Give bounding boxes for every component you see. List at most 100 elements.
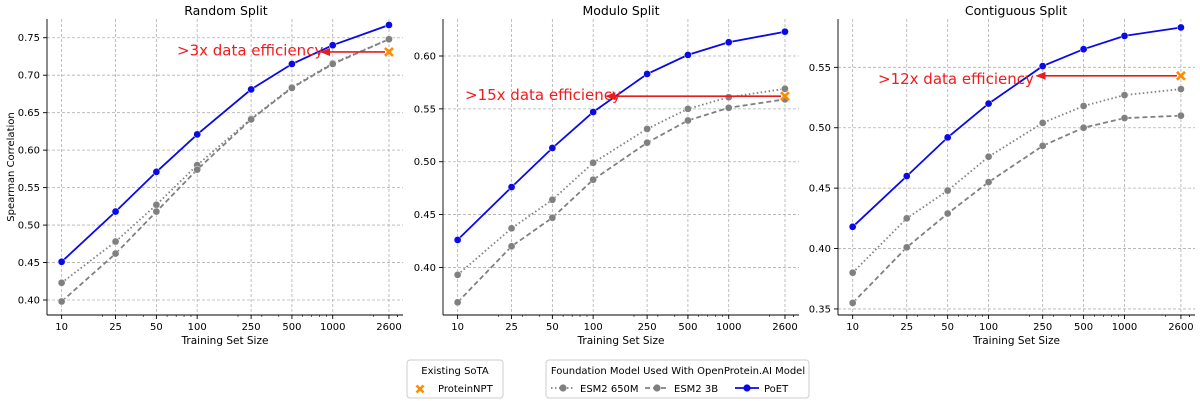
data-point-esm650m [684, 105, 692, 113]
legend-poet-marker [743, 384, 751, 392]
x-tick-label: 250 [1033, 322, 1052, 333]
legend-esm650m-label: ESM2 650M [580, 384, 639, 395]
data-point-esm3b [453, 298, 462, 307]
x-tick-label: 50 [941, 322, 954, 333]
data-point-poet [724, 38, 733, 47]
data-point-esm650m [902, 214, 911, 223]
data-point-esm650m [111, 237, 120, 246]
series-line-esm650m [457, 87, 786, 276]
data-point-esm3b [1038, 142, 1047, 150]
legend-sota-marker [415, 384, 425, 394]
data-point-esm650m [453, 270, 462, 279]
data-point-esm3b [507, 242, 516, 251]
chart-title: Modulo Split [582, 3, 659, 18]
y-tick-label: 0.55 [18, 183, 40, 194]
data-point-poet [193, 130, 202, 139]
chart-title: Contiguous Split [965, 3, 1067, 18]
data-point-esm650m [781, 84, 789, 93]
x-tick-label: 100 [188, 322, 207, 333]
y-tick-label: 0.65 [18, 108, 40, 119]
x-tick-label: 1000 [1112, 322, 1137, 333]
data-point-poet [1120, 32, 1129, 40]
sota-marker-stroke [384, 47, 394, 57]
x-tick-label: 50 [546, 322, 559, 333]
data-point-poet [589, 108, 598, 116]
y-tick-label: 0.40 [414, 263, 436, 274]
x-tick-label: 100 [979, 322, 998, 333]
data-point-esm650m [643, 125, 651, 133]
x-tick-label: 500 [282, 322, 301, 333]
data-point-poet [943, 133, 952, 142]
legend-sota-entry: ProteinNPT [438, 384, 494, 395]
x-tick-label: 250 [242, 322, 261, 333]
x-tick-label: 10 [451, 322, 464, 333]
data-point-esm650m [57, 278, 66, 287]
legend-esm3b-label: ESM2 3B [674, 384, 718, 395]
y-tick-label: 0.50 [809, 123, 831, 134]
panel-contiguous-split: 10 25 50 100 250 500 1000 2600 0.35 0.40 0.45 0.50 0… [809, 3, 1195, 347]
series-line-esm650m [852, 88, 1181, 274]
chart-title: Random Split [184, 3, 268, 18]
data-point-poet [57, 257, 66, 266]
panel-random-split: 10 25 50 100 250 500 1000 2600 0.40 0.45 0.50 0.55 0… [6, 3, 403, 347]
series-line-poet [456, 30, 786, 241]
legend-esm650m-marker [559, 384, 567, 392]
y-tick-label: 0.55 [809, 63, 831, 74]
data-point-esm650m [1177, 85, 1185, 93]
data-point-esm650m [1038, 119, 1047, 127]
legend-esm3b-marker [653, 384, 661, 392]
data-point-esm3b [1079, 123, 1088, 132]
data-point-esm650m [1079, 102, 1088, 110]
data-point-esm3b [385, 35, 393, 44]
x-tick-label: 250 [638, 322, 657, 333]
x-axis-label: Training Set Size [577, 335, 665, 347]
series-line-esm3b [456, 98, 786, 303]
panel-modulo-split: 10 25 50 100 250 500 1000 2600 0.40 0.45 0.50 0.55 0… [414, 3, 799, 347]
data-point-poet [684, 51, 692, 59]
data-point-poet [453, 236, 462, 244]
y-tick-label: 0.60 [414, 52, 436, 63]
data-point-poet [1079, 45, 1088, 54]
data-point-esm3b [984, 178, 993, 186]
legend-sota-frame [406, 359, 504, 399]
data-point-esm650m [152, 200, 161, 209]
data-point-poet [385, 21, 393, 29]
data-point-esm3b [328, 60, 337, 68]
y-tick-label: 0.50 [18, 221, 40, 232]
data-point-esm3b [943, 209, 952, 218]
data-point-esm3b [1120, 114, 1129, 122]
efficiency-annotation: >15x data efficiency [465, 86, 621, 104]
data-point-poet [288, 60, 296, 68]
data-point-poet [984, 99, 993, 108]
y-tick-label: 0.55 [414, 104, 436, 115]
sota-marker [384, 47, 394, 57]
data-point-esm650m [724, 93, 733, 102]
y-tick-label: 0.35 [809, 304, 831, 315]
y-axis-label: Spearman Correlation [6, 112, 17, 221]
x-tick-label: 10 [55, 322, 68, 333]
data-point-esm3b [288, 84, 296, 92]
data-point-poet [902, 172, 911, 180]
x-tick-label: 25 [505, 322, 518, 333]
legend-models-title: Foundation Model Used With OpenProtein.A… [551, 366, 805, 377]
data-point-esm3b [1177, 111, 1185, 120]
data-point-poet [1038, 62, 1047, 70]
data-point-poet [848, 222, 857, 231]
series-line-esm650m [61, 38, 390, 284]
x-axis-label: Training Set Size [972, 335, 1060, 347]
y-tick-label: 0.45 [809, 184, 831, 195]
data-point-poet [152, 168, 161, 176]
y-tick-label: 0.45 [414, 210, 436, 221]
data-point-poet [328, 41, 337, 50]
x-tick-label: 25 [109, 322, 122, 333]
data-point-poet [1177, 23, 1185, 32]
data-point-esm3b [57, 297, 66, 306]
legend-poet-label: PoET [764, 384, 789, 395]
x-tick-label: 2600 [1168, 322, 1193, 333]
data-point-poet [643, 70, 651, 78]
sota-marker-stroke [780, 91, 790, 102]
x-tick-label: 500 [678, 322, 697, 333]
data-point-poet [247, 85, 255, 94]
data-point-esm3b [643, 138, 651, 147]
